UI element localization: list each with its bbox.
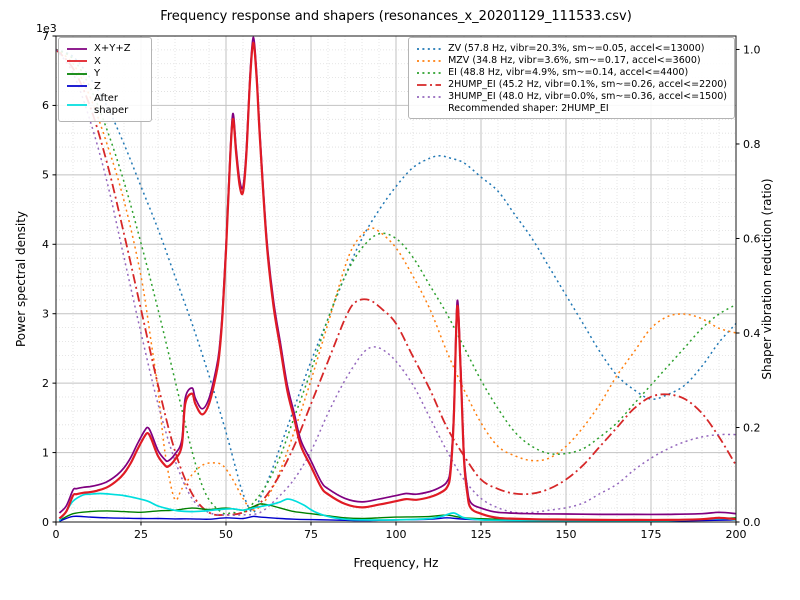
legend-item: MZV (34.8 Hz, vibr=3.6%, sm~=0.17, accel… [416, 55, 727, 66]
legend-line-sample [417, 83, 442, 86]
legend-item: After shaper [66, 93, 144, 116]
tick-label: 200 [726, 528, 747, 541]
tick-label: 1 [42, 446, 49, 459]
legend-measurements: X+Y+Z X Y Z After shaper [58, 37, 152, 122]
tick-marks [52, 35, 740, 526]
legend-shapers: ZV (57.8 Hz, vibr=20.3%, sm~=0.05, accel… [408, 37, 735, 119]
series-line-2hump-ei [55, 48, 737, 516]
legend-item: X [66, 56, 144, 68]
legend-line-sample [417, 59, 442, 62]
legend-label: MZV (34.8 Hz, vibr=3.6%, sm~=0.17, accel… [448, 55, 701, 66]
legend-label: 3HUMP_EI (48.0 Hz, vibr=0.0%, sm~=0.36, … [448, 91, 727, 102]
legend-item: X+Y+Z [66, 43, 144, 55]
tick-label: 0.4 [743, 327, 761, 340]
legend-label: X+Y+Z [94, 43, 131, 54]
tick-label: 0.2 [743, 421, 761, 434]
y-axis-label-left: Power spectral density [14, 210, 28, 348]
legend-label: After shaper [94, 93, 129, 116]
tick-label: 175 [641, 528, 662, 541]
legend-line-sample [67, 47, 87, 50]
y-axis-offset-label: 1e3 [36, 22, 57, 35]
x-axis-label: Frequency, Hz [353, 556, 439, 570]
tick-label: 2 [42, 377, 49, 390]
tick-label: 150 [556, 528, 577, 541]
tick-label: 50 [219, 528, 233, 541]
tick-label: 0 [53, 528, 60, 541]
tick-label: 25 [134, 528, 148, 541]
legend-label: X [94, 55, 101, 67]
tick-label: 0.8 [743, 138, 761, 151]
series-line-x [58, 41, 737, 522]
legend-line-sample [67, 103, 87, 106]
tick-label: 100 [386, 528, 407, 541]
y-axis-label-right: Shaper vibration reduction (ratio) [760, 178, 774, 380]
tick-label: 0.6 [743, 232, 761, 245]
legend-label: Y [94, 68, 101, 79]
legend-recommendation: Recommended shaper: 2HUMP_EI [448, 103, 609, 114]
legend-line-sample [67, 72, 87, 75]
legend-item: EI (48.8 Hz, vibr=4.9%, sm~=0.14, accel<… [416, 67, 727, 78]
chart-title: Frequency response and shapers (resonanc… [160, 9, 632, 24]
series-group [55, 36, 737, 522]
series-line-mzv [55, 48, 737, 511]
legend-label: ZV (57.8 Hz, vibr=20.3%, sm~=0.05, accel… [448, 43, 705, 54]
tick-labels: 0 25 50 75 100 125 150 175 200 0 1 2 3 4 5 6 7 0.0 0.2 0.4 0… [42, 30, 761, 541]
series-line-after-shaper [58, 492, 737, 522]
legend-item: 3HUMP_EI (48.0 Hz, vibr=0.0%, sm~=0.36, … [416, 91, 727, 102]
tick-label: 125 [471, 528, 492, 541]
tick-label: 5 [42, 169, 49, 182]
legend-line-sample [67, 85, 87, 88]
legend-item: Z [66, 81, 144, 93]
legend-label: 2HUMP_EI (45.2 Hz, vibr=0.1%, sm~=0.26, … [448, 79, 727, 90]
legend-item: 2HUMP_EI (45.2 Hz, vibr=0.1%, sm~=0.26, … [416, 79, 727, 90]
legend-line-sample [67, 60, 87, 63]
tick-label: 3 [42, 308, 49, 321]
tick-label: 0 [42, 516, 49, 529]
legend-label: Z [94, 80, 101, 92]
legend-line-sample [417, 47, 442, 50]
tick-label: 4 [42, 238, 49, 251]
tick-label: 7 [42, 30, 49, 43]
tick-label: 1.0 [743, 43, 761, 56]
tick-label: 0.0 [743, 516, 761, 529]
tick-label: 75 [304, 528, 318, 541]
legend-item: Y [66, 68, 144, 80]
legend-item: ZV (57.8 Hz, vibr=20.3%, sm~=0.05, accel… [416, 43, 727, 54]
legend-line-sample [417, 95, 442, 98]
legend-label: EI (48.8 Hz, vibr=4.9%, sm~=0.14, accel<… [448, 67, 689, 78]
legend-line-sample [417, 71, 442, 74]
series-line-zv [55, 48, 737, 514]
tick-label: 6 [42, 99, 49, 112]
